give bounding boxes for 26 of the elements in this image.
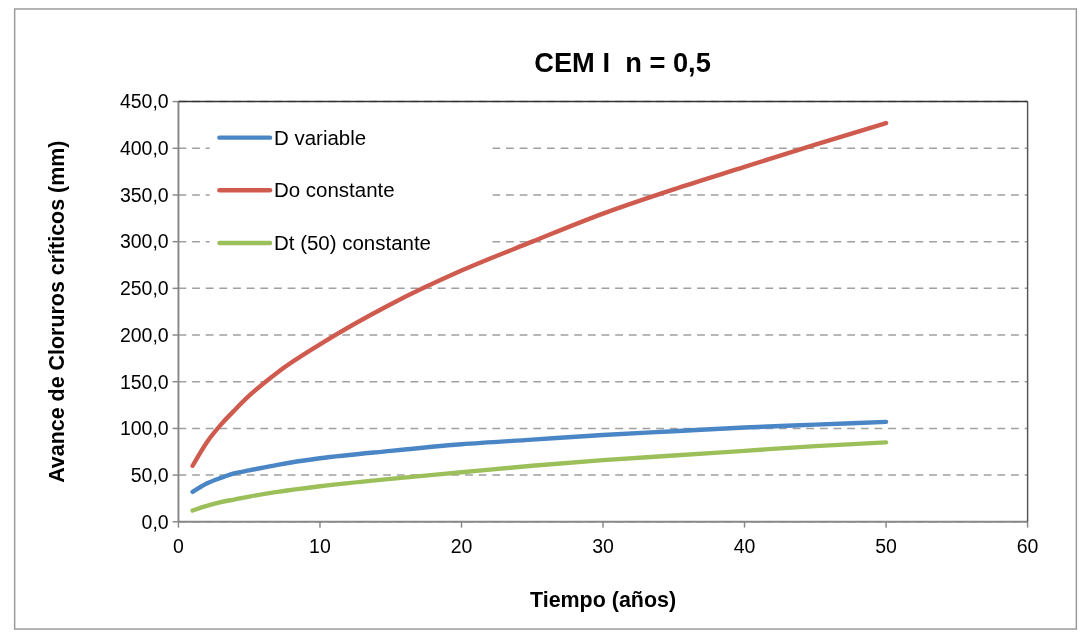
y-tick-label: 200,0 (119, 323, 169, 346)
x-tick-label: 20 (450, 534, 473, 557)
x-tick-label: 60 (1016, 534, 1039, 557)
y-tick-label: 400,0 (119, 137, 169, 160)
line-series (190, 440, 889, 513)
y-tick-label: 100,0 (119, 417, 169, 440)
y-tick-label: 450,0 (119, 90, 169, 113)
x-tick-label: 40 (733, 534, 756, 557)
y-tick-label: 50,0 (130, 463, 169, 486)
x-tick-label: 30 (592, 534, 615, 557)
legend-label: Do constante (273, 178, 395, 202)
y-axis-title: Avance de Cloruros críticos (mm) (45, 140, 70, 483)
x-tick-label: 0 (173, 534, 185, 557)
y-tick-label: 150,0 (119, 370, 169, 393)
y-tick-label: 250,0 (119, 277, 169, 300)
x-tick-label: 50 (875, 534, 898, 557)
y-tick-label: 0,0 (141, 510, 169, 533)
legend-label: D variable (273, 125, 367, 149)
x-axis-title: Tiempo (años) (529, 587, 677, 612)
y-tick-label: 300,0 (119, 230, 169, 253)
chart-title: CEM I n = 0,5 (534, 47, 711, 79)
line-series (190, 120, 889, 468)
line-series (190, 419, 889, 495)
legend-label: Dt (50) constante (273, 231, 431, 255)
x-tick-label: 10 (309, 534, 331, 557)
y-tick-label: 350,0 (119, 183, 169, 206)
